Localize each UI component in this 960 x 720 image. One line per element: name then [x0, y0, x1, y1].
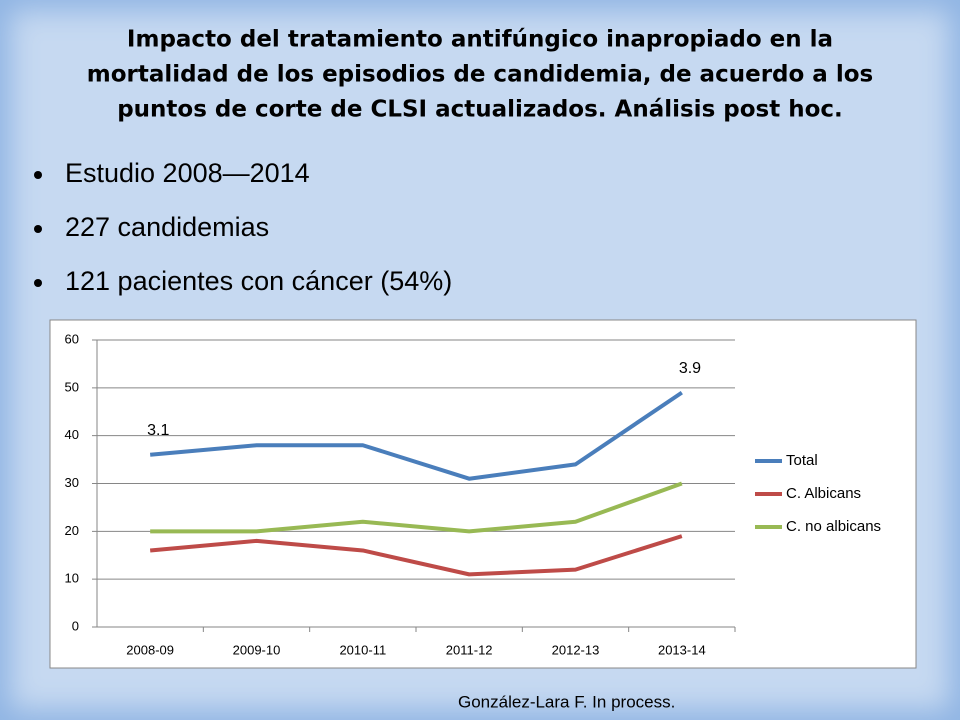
y-tick-label: 30 — [65, 475, 79, 490]
y-tick-label: 10 — [65, 571, 79, 586]
series-line — [149, 390, 683, 481]
y-tick-label: 0 — [72, 618, 79, 633]
x-tick-label: 2008-09 — [126, 642, 174, 657]
annotation: 3.9 — [679, 360, 701, 377]
series-line — [149, 534, 683, 577]
y-tick-label: 20 — [65, 523, 79, 538]
y-tick-label: 40 — [65, 427, 79, 442]
x-tick-label: 2010-11 — [339, 642, 386, 657]
slide-title: puntos de corte de CLSI actualizados. An… — [117, 97, 843, 123]
legend-label: C. Albicans — [786, 485, 861, 502]
legend-label: C. no albicans — [786, 518, 881, 535]
bullet-text: Estudio 2008—2014 — [65, 158, 310, 188]
bullet-dot — [34, 279, 42, 287]
legend-label: Total — [786, 452, 818, 469]
bullet-text: 227 candidemias — [65, 212, 269, 242]
slide-title: Impacto del tratamiento antifúngico inap… — [127, 27, 833, 53]
bullet-dot — [34, 225, 42, 233]
bullet-text: 121 pacientes con cáncer (54%) — [65, 266, 452, 296]
y-tick-label: 50 — [65, 379, 79, 394]
x-tick-label: 2012-13 — [552, 642, 600, 657]
annotation: 3.1 — [147, 422, 169, 439]
slide-title: mortalidad de los episodios de candidemi… — [87, 62, 873, 88]
x-tick-label: 2013-14 — [658, 642, 706, 657]
x-tick-label: 2009-10 — [233, 642, 281, 657]
series-line — [150, 481, 683, 534]
y-tick-label: 60 — [65, 331, 79, 346]
x-tick-label: 2011-12 — [446, 642, 493, 657]
footer: González-Lara F. In process. — [458, 692, 675, 711]
bullet-dot — [34, 171, 42, 179]
